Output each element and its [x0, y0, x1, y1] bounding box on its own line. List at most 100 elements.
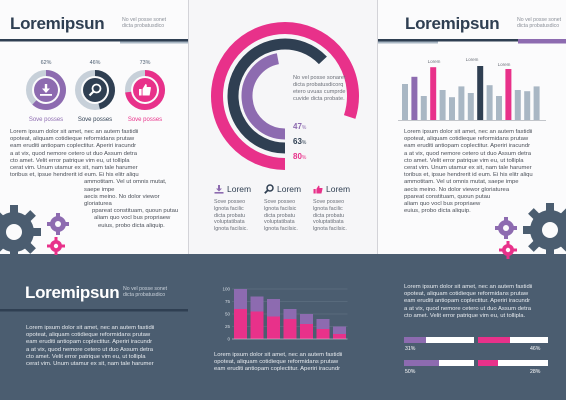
y-tick-label: 50	[225, 312, 231, 317]
ring-arc	[227, 38, 327, 154]
donut-percent: 62%	[40, 60, 52, 66]
donut-arc	[94, 70, 115, 110]
gear-icon	[0, 205, 69, 259]
progress-label: Lorem	[457, 337, 472, 343]
stacked-bar-chart: 0 25 50 75 100	[222, 287, 348, 342]
donut-arc	[32, 70, 66, 110]
ring-value: 80%	[293, 152, 307, 161]
download-icon	[40, 84, 52, 96]
y-tick-label: 0	[227, 337, 230, 342]
stacked-bar-segment	[316, 329, 330, 339]
panel3-tagline: No vel posse sonet dicta probatusdico	[517, 17, 562, 30]
bar-label: Lorem	[497, 62, 511, 67]
stacked-bar-segment	[250, 296, 264, 312]
lower-left-tagline: No vel posse sonet dicta probatusdico	[123, 286, 168, 299]
y-tick-label: 25	[225, 324, 231, 329]
donut-percent: 46%	[89, 60, 101, 66]
progress-bar: Lorem	[404, 337, 474, 343]
gear-icon	[495, 203, 566, 259]
stacked-bar-segment	[333, 326, 346, 334]
bar	[533, 86, 540, 120]
panel1-header-rule	[0, 39, 188, 44]
ring-description: No vel posse sonaret dicta probatusdicorq…	[293, 75, 346, 102]
download-icon	[214, 184, 224, 194]
progress-bar: Lorem	[478, 337, 548, 343]
donut-center	[83, 78, 107, 102]
stacked-bar-segment	[300, 324, 313, 339]
lower-left-title: Loremipsun	[25, 283, 120, 302]
stacked-bar-segment	[300, 314, 313, 324]
donut-arc	[125, 70, 165, 110]
progress-value: 28%	[530, 369, 541, 375]
panel1-tagline: No vel posse sonet dicta probatusdico	[122, 17, 167, 30]
ring-arc	[241, 53, 286, 140]
lower-right-body: Lorem ipsum dolor sit amet, nec an autem…	[404, 284, 533, 319]
bar	[420, 96, 427, 120]
progress-label: Lorem	[531, 360, 546, 366]
bar	[458, 86, 465, 120]
lower-left-rule	[0, 309, 188, 312]
bar	[496, 96, 502, 120]
donut-row	[26, 70, 165, 110]
y-tick-label: 100	[222, 287, 230, 292]
bar	[467, 93, 474, 120]
column-text: Sove posseo lgnota facilic dicta probatu vo…	[214, 199, 248, 233]
search-icon	[264, 184, 274, 194]
stacked-bar-segment	[250, 311, 264, 339]
bar	[477, 66, 484, 120]
progress-bar: Lorem	[404, 360, 474, 366]
column-heading: Lorem	[264, 184, 301, 194]
thumbs-up-icon	[139, 84, 151, 96]
y-tick-label: 75	[225, 299, 231, 304]
stacked-bar-segment	[267, 299, 280, 317]
stacked-bar-segment	[283, 319, 297, 339]
bar	[449, 97, 455, 120]
fold-line	[377, 0, 378, 400]
column-heading: Lorem	[214, 184, 251, 194]
column-text: Sove posseo lgnota facilsic dicta probatu v…	[264, 199, 298, 233]
bar	[486, 85, 493, 120]
progress-value: 31%	[405, 346, 416, 352]
stacked-bar-segment	[267, 316, 280, 339]
bar-chart-top	[398, 66, 546, 121]
ring-arc	[211, 22, 359, 170]
search-icon	[88, 83, 102, 97]
bar	[505, 69, 512, 120]
dark-footer-band	[0, 254, 566, 400]
stacked-bar-segment	[234, 309, 247, 339]
panel3-title: Loremipsun	[405, 14, 500, 33]
stacked-bar-segment	[283, 309, 297, 319]
panel1-title: Loremipsun	[10, 14, 105, 33]
donut-caption: Sove posses	[127, 117, 163, 123]
bar	[411, 76, 418, 120]
bar	[430, 67, 437, 120]
bar	[439, 90, 446, 120]
lower-middle-body: Lorem ipsum dolor sit amet, nec an autem…	[214, 352, 343, 373]
panel1-body: Lorem ipsum dolor sit amet, nec an autem…	[10, 129, 179, 229]
progress-label: Lorem	[457, 360, 472, 366]
donut-caption: Sove posses	[77, 117, 113, 123]
progress-value: 46%	[530, 346, 541, 352]
ring-value: 63%	[293, 137, 307, 146]
donut-caption: Sove posses	[28, 117, 64, 123]
column-heading: Lorem	[313, 184, 350, 194]
concentric-ring-chart	[211, 22, 359, 170]
stacked-bar-segment	[234, 289, 247, 309]
donut-percent: 73%	[139, 60, 151, 66]
bar	[524, 91, 531, 120]
fold-line	[188, 0, 189, 400]
panel3-body: Lorem ipsum dolor sit amet, nec an autem…	[404, 129, 533, 215]
bar	[514, 90, 521, 120]
column-text: Sove posseo lgnota facilic dicta probatu vo…	[313, 199, 347, 233]
lower-left-body: Lorem ipsum dolor sit amet, nec an autem…	[26, 325, 155, 368]
stacked-bar-segment	[316, 319, 330, 329]
panel3-header-rule	[378, 39, 566, 44]
thumbs-up-icon	[313, 185, 323, 193]
bar-label: Lorem	[465, 57, 479, 62]
bar	[402, 84, 408, 120]
bar-label: Lorem	[427, 59, 441, 64]
stacked-bar-segment	[333, 334, 346, 339]
progress-bar: Lorem	[478, 360, 548, 366]
ring-value: 47%	[293, 122, 307, 131]
progress-value: 50%	[405, 369, 416, 375]
